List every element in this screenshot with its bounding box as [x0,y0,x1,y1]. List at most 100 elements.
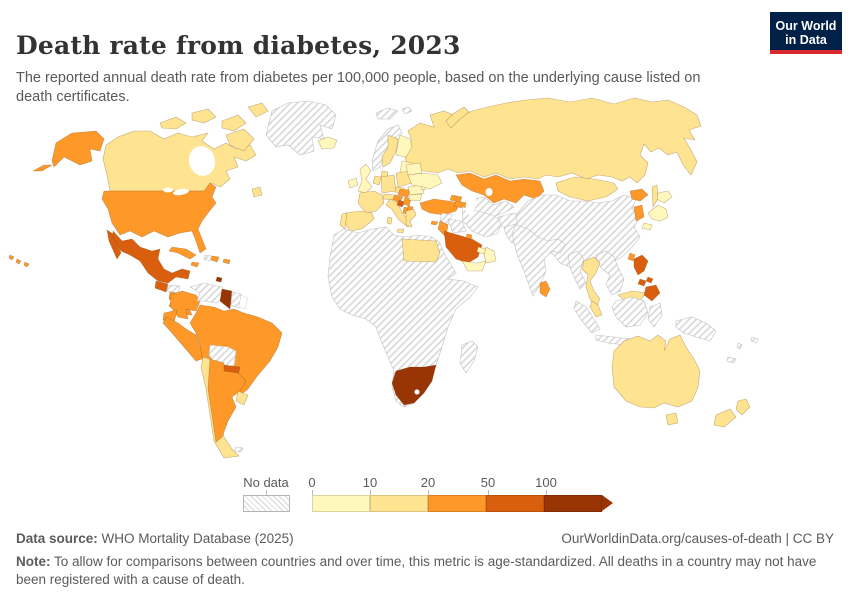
map-region-dominican-republic[interactable] [210,255,220,263]
map-region-guatemala[interactable] [154,280,169,293]
map-region-yemen[interactable] [461,260,487,272]
map-region-iran[interactable] [461,206,503,238]
map-region-greece[interactable] [405,208,417,228]
map-region-mongolia[interactable] [555,176,619,202]
owid-logo[interactable]: Our World in Data [770,12,842,54]
map-region-italy[interactable] [385,198,411,228]
map-region-myanmar[interactable] [567,250,587,290]
map-region-portugal[interactable] [339,212,348,230]
map-region-germany[interactable] [380,174,397,194]
map-region-france[interactable] [357,190,385,214]
map-region-indochina[interactable] [595,250,625,296]
map-region-mexico[interactable] [112,230,191,284]
map-region-uruguay[interactable] [235,390,249,406]
map-region-sardinia[interactable] [386,216,393,225]
map-region-sri-lanka[interactable] [539,280,551,298]
map-region-japan-kyushu[interactable] [641,222,653,231]
map-region-arctic-island-3[interactable] [221,114,247,132]
map-region-novaya-zemlya[interactable] [445,106,470,129]
owid-citation-link[interactable]: OurWorldinData.org/causes-of-death | CC … [561,531,834,546]
map-region-puerto-rico[interactable] [222,258,231,265]
map-region-hungary[interactable] [397,188,411,198]
map-region-tasmania[interactable] [665,412,679,426]
map-region-philippines-mindanao[interactable] [643,284,661,302]
map-region-vanuatu[interactable] [736,342,743,350]
map-region-new-zealand-south[interactable] [713,408,737,428]
legend-bin-c4[interactable] [544,495,602,512]
map-region-turkey[interactable] [419,198,461,216]
map-region-falkland-islands[interactable] [234,446,244,453]
legend-bin-c0[interactable] [312,495,370,512]
map-region-south-korea[interactable] [633,204,645,222]
map-region-bosnia-and-herzegovina[interactable] [396,199,406,208]
map-region-sumatra[interactable] [573,300,601,334]
legend-bin-c3[interactable] [486,495,544,512]
map-region-malaysia-peninsula[interactable] [589,300,603,318]
map-region-bulgaria[interactable] [408,193,423,202]
map-region-finland[interactable] [395,134,413,158]
map-region-ukraine[interactable] [407,172,443,190]
map-region-newfoundland[interactable] [251,186,263,198]
map-region-arctic-island-4[interactable] [225,128,255,152]
map-region-jamaica[interactable] [190,261,200,268]
map-region-taiwan[interactable] [627,252,636,262]
map-region-united-kingdom[interactable] [357,163,373,194]
map-region-philippines-visayas-a[interactable] [637,278,647,287]
map-region-argentina[interactable] [207,358,247,443]
map-region-trinidad-and-tobago[interactable] [215,276,223,283]
map-region-united-arab-emirates[interactable] [476,246,487,255]
map-region-haiti[interactable] [203,254,212,262]
map-region-sulawesi[interactable] [647,302,663,328]
map-region-philippines-visayas-b[interactable] [645,276,654,284]
map-region-aleutians[interactable] [32,164,54,172]
map-region-iraq[interactable] [447,218,467,234]
map-region-belarus[interactable] [405,162,423,176]
map-region-honduras[interactable] [166,284,181,294]
legend-bin-c1[interactable] [370,495,428,512]
map-region-africa-mainland[interactable] [327,226,479,408]
map-region-thailand[interactable] [581,256,601,308]
map-region-benelux[interactable] [372,175,382,186]
map-region-saudi-arabia[interactable] [443,230,483,264]
map-region-venezuela[interactable] [189,282,227,304]
map-region-cyprus[interactable] [430,220,439,226]
map-region-spain[interactable] [343,210,375,232]
map-region-arctic-island-5[interactable] [247,102,269,118]
map-region-fiji[interactable] [750,336,759,344]
map-region-greenland[interactable] [265,100,337,156]
map-region-australia[interactable] [611,334,701,409]
map-region-guyana[interactable] [219,288,233,310]
map-region-brazil[interactable] [189,304,283,396]
map-region-usa[interactable] [101,182,217,254]
map-region-ireland[interactable] [347,177,359,189]
map-region-arctic-island-2[interactable] [191,108,217,124]
map-region-north-korea-area[interactable] [629,188,649,202]
map-region-canada[interactable] [102,130,257,192]
legend-no-data-swatch[interactable] [243,495,290,512]
legend-bin-c2[interactable] [428,495,486,512]
map-region-sweden[interactable] [381,134,399,168]
map-region-new-zealand-north[interactable] [735,398,751,416]
map-region-iceland[interactable] [317,136,338,150]
map-region-sicily[interactable] [396,228,405,234]
map-region-svalbard[interactable] [375,106,413,120]
map-region-mexico-baja[interactable] [106,229,122,260]
map-region-egypt[interactable] [401,238,441,263]
map-region-madagascar[interactable] [459,340,479,374]
map-region-cuba[interactable] [168,246,197,260]
map-region-oman[interactable] [483,246,497,264]
map-region-russia[interactable] [403,97,702,184]
map-region-japan-hokkaido[interactable] [656,190,673,204]
map-region-norway[interactable] [371,124,403,172]
map-region-sakhalin[interactable] [651,184,659,208]
map-region-philippines-luzon[interactable] [633,254,649,276]
map-region-alaska[interactable] [51,130,105,168]
map-region-new-guinea[interactable] [675,316,717,342]
map-region-new-caledonia[interactable] [726,356,737,364]
map-region-kuwait[interactable] [465,233,473,240]
map-region-kalimantan[interactable] [611,296,649,328]
map-region-hawaii[interactable] [8,254,30,268]
map-region-french-guiana[interactable] [238,294,249,310]
map-region-japan-honshu[interactable] [647,204,669,222]
map-region-suriname[interactable] [230,291,242,309]
